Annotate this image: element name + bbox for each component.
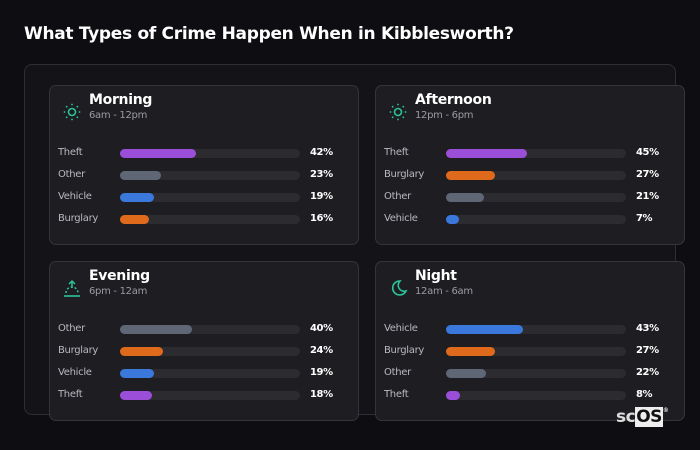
panel-morning: Morning 6am - 12pm Theft 42% Other 23% V… [49,85,359,245]
bar-row: Other 23% [58,169,348,183]
bar-row: Other 21% [384,191,674,205]
bar-label: Vehicle [384,213,418,224]
bar-fill [446,149,527,158]
bar-track [120,215,300,224]
bar-label: Theft [384,147,409,158]
bar-fill [120,391,153,400]
panel-time-range: 12pm - 6pm [415,110,474,121]
bar-fill [120,347,164,356]
bar-label: Burglary [58,213,99,224]
bar-row: Other 40% [58,323,348,337]
bar-label: Other [384,367,411,378]
bar-label: Vehicle [58,367,92,378]
panel-time-range: 6am - 12pm [89,110,148,121]
bar-track [446,369,626,378]
panel-time-range: 12am - 6am [415,286,473,297]
bar-fill [446,391,461,400]
bar-value: 16% [310,213,333,224]
bar-label: Theft [384,389,409,400]
bar-value: 21% [636,191,659,202]
bar-fill [120,215,149,224]
bar-value: 19% [310,367,333,378]
panel-time-range: 6pm - 12am [89,286,148,297]
bar-value: 23% [310,169,333,180]
bar-fill [120,325,192,334]
bar-track [446,325,626,334]
scos-logo: scOS® [616,407,669,427]
sunset-icon [64,279,80,297]
bar-value: 22% [636,367,659,378]
bar-track [120,149,300,158]
bar-fill [120,369,155,378]
bar-label: Burglary [58,345,99,356]
bar-label: Vehicle [384,323,418,334]
bar-label: Theft [58,389,83,400]
bar-value: 42% [310,147,333,158]
panel-title: Afternoon [415,92,492,108]
bar-row: Burglary 16% [58,213,348,227]
bar-row: Vehicle 43% [384,323,674,337]
bar-fill [446,325,524,334]
bar-fill [446,171,495,180]
bar-track [446,171,626,180]
panel-title: Evening [89,268,150,284]
bar-fill [446,347,495,356]
bar-track [446,193,626,202]
bar-track [120,325,300,334]
bar-value: 7% [636,213,653,224]
bar-row: Theft 42% [58,147,348,161]
bar-label: Burglary [384,345,425,356]
bar-row: Theft 8% [384,389,674,403]
bar-value: 45% [636,147,659,158]
bar-track [446,347,626,356]
panel-afternoon: Afternoon 12pm - 6pm Theft 45% Burglary … [375,85,685,245]
bar-track [120,193,300,202]
bar-value: 8% [636,389,653,400]
bar-value: 27% [636,169,659,180]
bar-label: Vehicle [58,191,92,202]
bar-row: Other 22% [384,367,674,381]
bar-label: Other [58,323,85,334]
bar-label: Theft [58,147,83,158]
bar-fill [120,171,162,180]
bar-track [120,171,300,180]
sun-icon [63,103,81,121]
bar-label: Other [384,191,411,202]
bar-track [446,391,626,400]
page-title: What Types of Crime Happen When in Kibbl… [24,24,514,44]
bar-label: Burglary [384,169,425,180]
bar-track [120,347,300,356]
bar-row: Theft 18% [58,389,348,403]
bar-fill [446,369,486,378]
bar-value: 24% [310,345,333,356]
bar-value: 18% [310,389,333,400]
bar-value: 43% [636,323,659,334]
bar-row: Vehicle 19% [58,191,348,205]
bar-row: Vehicle 7% [384,213,674,227]
bar-row: Burglary 27% [384,345,674,359]
panel-evening: Evening 6pm - 12am Other 40% Burglary 24… [49,261,359,421]
bar-row: Burglary 24% [58,345,348,359]
bar-value: 40% [310,323,333,334]
bar-fill [446,215,459,224]
bar-fill [120,149,196,158]
panel-title: Night [415,268,457,284]
bar-track [120,369,300,378]
bar-row: Burglary 27% [384,169,674,183]
bar-fill [120,193,155,202]
bar-value: 27% [636,345,659,356]
bar-row: Vehicle 19% [58,367,348,381]
bar-track [446,215,626,224]
bar-track [120,391,300,400]
panel-night: Night 12am - 6am Vehicle 43% Burglary 27… [375,261,685,421]
bar-value: 19% [310,191,333,202]
moon-icon [391,280,408,296]
sun-icon [389,103,407,121]
bar-row: Theft 45% [384,147,674,161]
bar-label: Other [58,169,85,180]
bar-track [446,149,626,158]
bar-fill [446,193,484,202]
panel-title: Morning [89,92,153,108]
